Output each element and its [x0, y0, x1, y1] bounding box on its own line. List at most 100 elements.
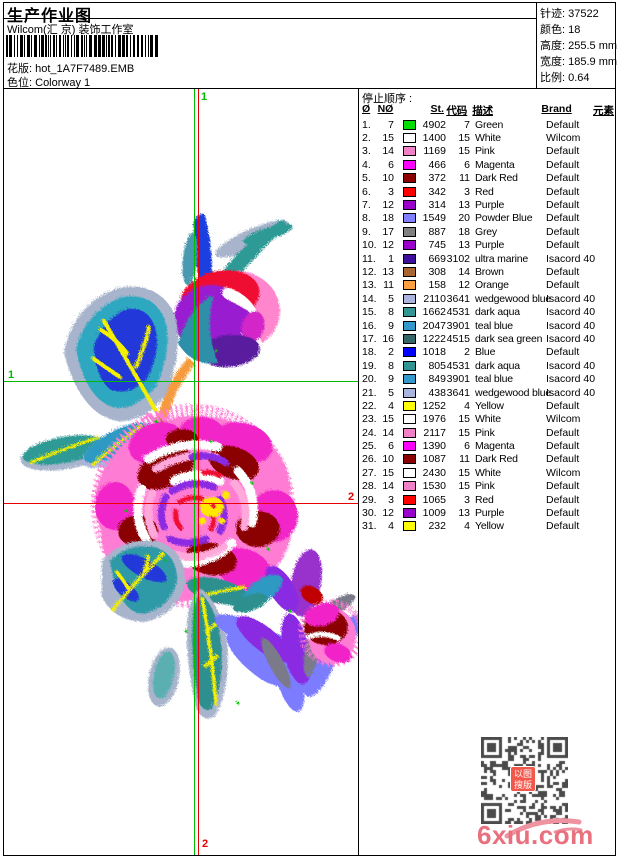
- stitch-count: 466: [428, 158, 446, 171]
- table-row: 17. 16 1222 4515 dark sea green Isacord …: [362, 332, 614, 345]
- thread-code: 4: [464, 399, 470, 412]
- stitch-count: 1087: [422, 453, 446, 466]
- thread-brand: Default: [546, 185, 580, 198]
- thread-brand: Default: [546, 239, 580, 252]
- table-row: 23. 15 1976 15 White Wilcom: [362, 413, 614, 426]
- thread-brand: Default: [546, 399, 580, 412]
- thread-description: Orange: [475, 279, 509, 292]
- stitch-count: 1390: [422, 440, 446, 453]
- thread-code: 3901: [446, 319, 470, 332]
- thread-color-swatch: [403, 266, 416, 277]
- thread-code: 12: [458, 279, 470, 292]
- stitch-count: 1252: [422, 399, 446, 412]
- thread-code: 3901: [446, 373, 470, 386]
- thread-code: 15: [458, 426, 470, 439]
- stitch-count: 745: [428, 239, 446, 252]
- pattern-filename: hot_1A7F7489.EMB: [35, 63, 135, 75]
- thread-description: Purple: [475, 507, 505, 520]
- table-row: 25. 6 1390 6 Magenta Default: [362, 439, 614, 452]
- thread-brand: Default: [546, 265, 580, 278]
- stitch-count: 805: [428, 359, 446, 372]
- thread-color-swatch: [403, 467, 416, 478]
- thread-description: dark aqua: [475, 359, 520, 372]
- table-row: 22. 4 1252 4 Yellow Default: [362, 399, 614, 412]
- thread-color-swatch: [403, 293, 416, 304]
- thread-description: Magenta: [475, 440, 515, 453]
- stitch-count: 1530: [422, 480, 446, 493]
- table-row: 24. 14 2117 15 Pink Default: [362, 426, 614, 439]
- design-barcode: [6, 35, 164, 57]
- stop-number: 3.: [362, 145, 371, 158]
- thread-color-swatch: [403, 360, 416, 371]
- thread-brand: Isacord 40: [546, 359, 596, 372]
- thread-code: 2: [464, 346, 470, 359]
- colorway-label: 色位:: [7, 77, 33, 89]
- thread-brand: Default: [546, 145, 580, 158]
- table-rows: 1. 7 4902 7 Green Default 2. 15 1400 15 …: [362, 118, 614, 533]
- stitch-count: 2110: [423, 292, 446, 305]
- stitch-count: 308: [428, 265, 446, 278]
- stitch-count: 1222: [422, 332, 446, 345]
- thread-description: Purple: [475, 239, 505, 252]
- thread-code: 4531: [446, 306, 470, 319]
- stop-number: 8.: [362, 212, 371, 225]
- thread-color-swatch: [403, 146, 416, 157]
- company-name: Wilcom(汇 京) 装饰工作室: [7, 24, 134, 36]
- table-row: 18. 2 1018 2 Blue Default: [362, 346, 614, 359]
- thread-code: 3: [464, 493, 470, 506]
- thread-description: Pink: [475, 145, 495, 158]
- thread-color-swatch: [403, 347, 416, 358]
- table-row: 26. 10 1087 11 Dark Red Default: [362, 453, 614, 466]
- thread-brand: Default: [546, 279, 580, 292]
- stitch-count: 1400: [422, 132, 446, 145]
- thread-description: Powder Blue: [475, 212, 533, 225]
- table-row: 12. 13 308 14 Brown Default: [362, 265, 614, 278]
- width-stat: 宽度: 185.9 mm: [540, 56, 618, 68]
- stitch-count: 2430: [422, 466, 446, 479]
- thread-color-swatch: [403, 173, 416, 184]
- stitch-count: 1549: [422, 212, 446, 225]
- table-row: 5. 10 372 11 Dark Red Default: [362, 172, 614, 185]
- height-stat: 高度: 255.5 mm: [540, 40, 618, 52]
- thread-brand: Default: [546, 520, 580, 533]
- thread-brand: Isacord 40: [546, 373, 596, 386]
- stop-number: 28.: [362, 480, 377, 493]
- stitch-count: 342: [428, 185, 446, 198]
- thread-code: 6: [464, 158, 470, 171]
- table-row: 6. 3 342 3 Red Default: [362, 185, 614, 198]
- stitch-count: 1976: [422, 413, 446, 426]
- thread-description: Yellow: [475, 399, 504, 412]
- thread-color-swatch: [403, 508, 416, 519]
- table-row: 28. 14 1530 15 Pink Default: [362, 480, 614, 493]
- table-row: 9. 17 887 18 Grey Default: [362, 225, 614, 238]
- table-row: 10. 12 745 13 Purple Default: [362, 239, 614, 252]
- stop-number: 21.: [362, 386, 377, 399]
- thread-code: 15: [458, 132, 470, 145]
- thread-code: 15: [458, 480, 470, 493]
- needle-number: 13: [382, 265, 394, 278]
- thread-code: 7: [464, 118, 470, 131]
- stop-number: 20.: [362, 373, 377, 386]
- needle-number: 9: [388, 373, 394, 386]
- needle-number: 3: [388, 185, 394, 198]
- thread-brand: Wilcom: [546, 466, 581, 479]
- thread-brand: Isacord 40: [546, 306, 596, 319]
- col-header-needle: NØ: [377, 103, 394, 115]
- needle-number: 5: [388, 292, 394, 305]
- thread-description: Purple: [475, 199, 505, 212]
- thread-code: 13: [458, 199, 470, 212]
- stop-number: 4.: [362, 158, 371, 171]
- needle-number: 3: [388, 493, 394, 506]
- thread-description: Yellow: [475, 520, 504, 533]
- thread-color-swatch: [403, 387, 416, 398]
- stop-number: 7.: [362, 199, 371, 212]
- table-row: 29. 3 1065 3 Red Default: [362, 493, 614, 506]
- thread-code: 15: [458, 413, 470, 426]
- needle-number: 4: [388, 399, 394, 412]
- thread-brand: Default: [546, 493, 580, 506]
- needle-number: 18: [382, 212, 394, 225]
- stop-number: 16.: [362, 319, 377, 332]
- thread-color-swatch: [403, 200, 416, 211]
- colorway-value: Colorway 1: [35, 77, 91, 89]
- design-stats: 针迹: 37522 颜色: 18 高度: 255.5 mm 宽度: 185.9 …: [540, 5, 618, 85]
